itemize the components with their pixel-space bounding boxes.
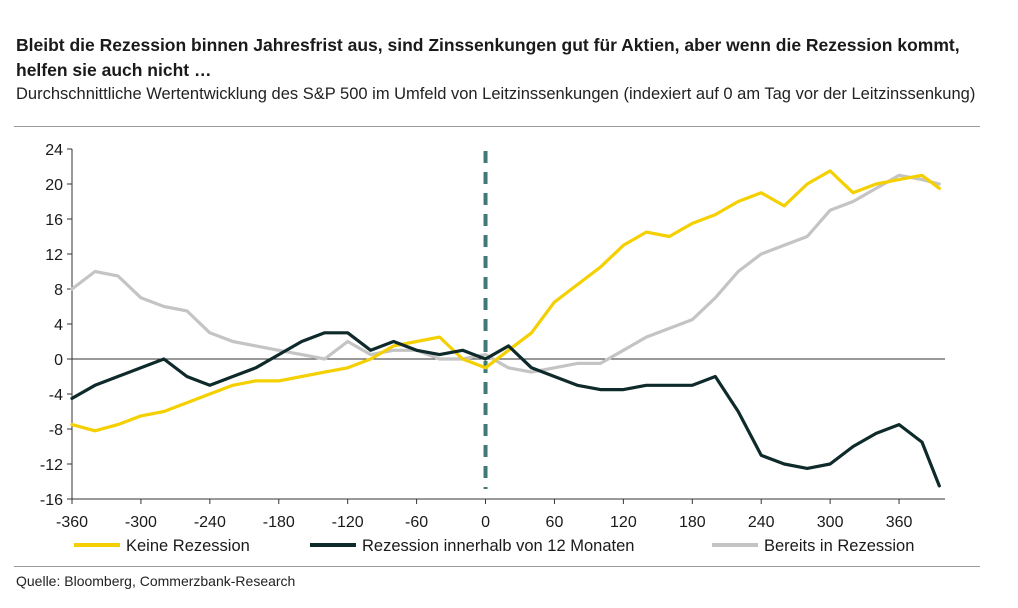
- x-tick-label: -240: [194, 514, 226, 531]
- chart-subtitle: Durchschnittliche Wertentwicklung des S&…: [16, 85, 976, 103]
- legend-label-2: Rezession innerhalb von 12 Monaten: [362, 537, 634, 555]
- x-tick-label: -120: [332, 514, 364, 531]
- x-tick-label: -360: [56, 514, 88, 531]
- x-tick-label: -180: [263, 514, 295, 531]
- chart-legend: Keine Rezession Rezession innerhalb von 1…: [74, 537, 914, 555]
- x-tick-label: 360: [886, 514, 913, 531]
- chart-series: [70, 169, 941, 488]
- top-divider: [14, 126, 980, 127]
- y-tick-label: -12: [40, 457, 63, 474]
- y-tick-label: 8: [54, 282, 63, 299]
- y-tick-label: -4: [49, 387, 63, 404]
- series-line-1: [70, 169, 941, 433]
- x-tick-label: 60: [546, 514, 564, 531]
- series-line-3: [70, 173, 941, 374]
- source-note: Quelle: Bloomberg, Commerzbank-Research: [16, 573, 296, 589]
- bottom-divider: [14, 566, 980, 567]
- legend-label-1: Keine Rezession: [126, 537, 250, 555]
- y-tick-label: 16: [45, 212, 63, 229]
- x-tick-label: 120: [610, 514, 637, 531]
- chart-title: Bleibt die Rezession binnen Jahresfrist …: [16, 35, 960, 80]
- y-tick-label: 12: [45, 247, 63, 264]
- x-tick-label: 180: [679, 514, 706, 531]
- y-tick-label: 24: [45, 142, 63, 159]
- x-tick-label: -60: [405, 514, 428, 531]
- legend-label-3: Bereits in Rezession: [764, 537, 914, 555]
- y-tick-label: 0: [54, 352, 63, 369]
- y-tick-label: 4: [54, 317, 63, 334]
- x-tick-label: -300: [125, 514, 157, 531]
- x-tick-label: 240: [748, 514, 775, 531]
- x-tick-label: 300: [817, 514, 844, 531]
- series-line-2: [70, 331, 941, 488]
- x-tick-label: 0: [481, 514, 490, 531]
- y-tick-label: 20: [45, 177, 63, 194]
- y-tick-label: -8: [49, 422, 63, 439]
- y-tick-label: -16: [40, 492, 63, 509]
- chart-axes: 24 20 16 12 8 4 0 -4 -8 -12 -16 -360 -300 -240 -180 -12…: [40, 142, 945, 531]
